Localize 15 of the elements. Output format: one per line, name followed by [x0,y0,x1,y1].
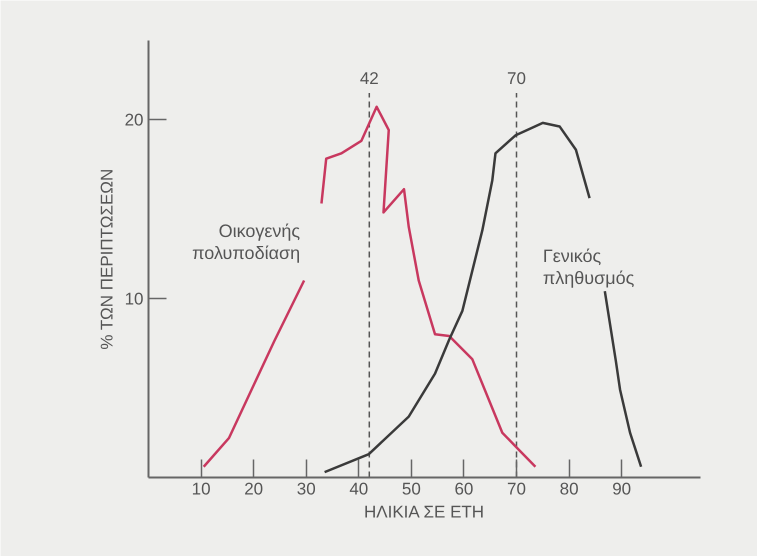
ref-line-label: 42 [360,69,379,88]
x-tick-label: 70 [507,480,526,498]
series-label: Οικογενής πολυποδίαση [192,220,300,263]
x-tick-label: 60 [454,480,474,498]
x-tick-label: 40 [349,480,368,498]
x-tick-label: 50 [402,480,421,498]
x-axis-title: ΗΛΙΚΙΑ ΣΕ ΕΤΗ [364,502,484,522]
x-tick-label: 20 [244,480,264,498]
ref-line-label: 70 [507,69,526,88]
x-tick-label: 10 [192,480,211,498]
series-label: Γενικός πληθυσμός [542,246,635,288]
x-tick-label: 30 [296,480,316,498]
x-tick-label: 80 [560,480,579,498]
x-tick-label: 90 [612,480,632,498]
y-axis-title: % ΤΩΝ ΠΕΡΙΠΤΩΣΕΩΝ [98,168,117,350]
